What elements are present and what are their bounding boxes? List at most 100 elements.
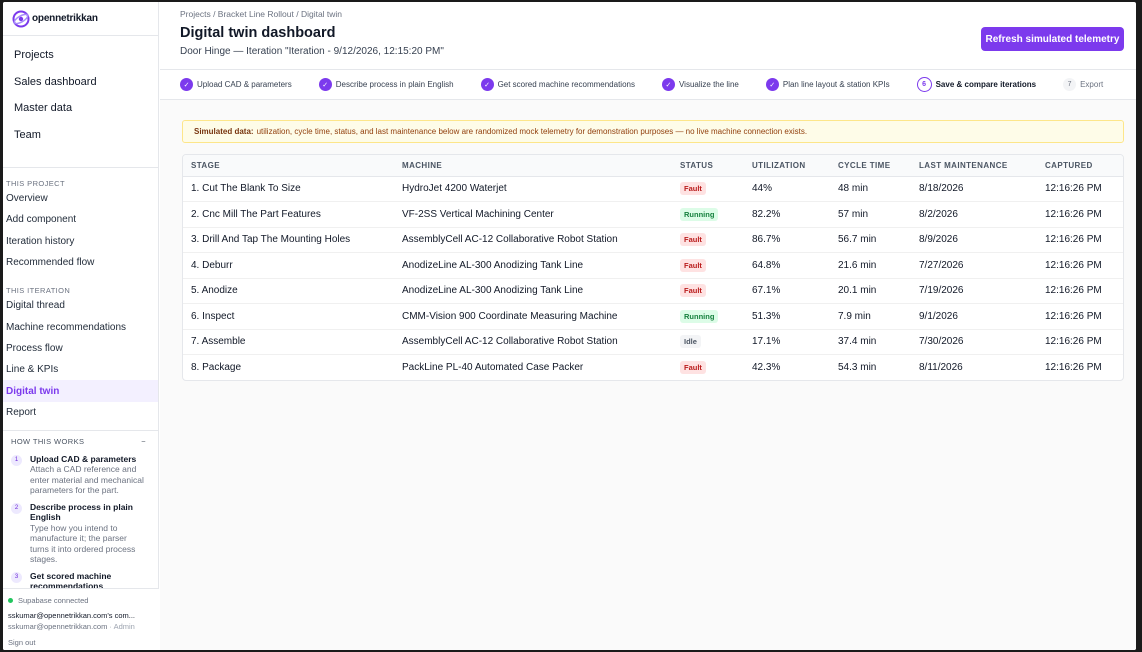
table-row: 4. Deburr AnodizeLine AL-300 Anodizing Ta… [183, 252, 1123, 279]
cell-machine: AnodizeLine AL-300 Anodizing Tank Line [394, 278, 672, 304]
workflow-step[interactable]: ✓ Visualize the line [661, 78, 739, 91]
breadcrumb[interactable]: Projects / Bracket Line Rollout / Digita… [180, 9, 343, 19]
status-badge: Fault [680, 258, 706, 272]
table-row: 5. Anodize AnodizeLine AL-300 Anodizing T… [183, 278, 1123, 304]
step-number-badge: 6 [916, 77, 932, 92]
sidebar-item-iteration-history[interactable]: Iteration history [6, 235, 75, 247]
table-row: 3. Drill And Tap The Mounting Holes Assem… [183, 227, 1123, 253]
workflow-step[interactable]: ✓ Get scored machine recommendations [480, 78, 635, 91]
account-footer: Supabase connected sskumar@opennetrikkan… [3, 588, 159, 650]
nav-team[interactable]: Team [14, 128, 41, 141]
cell-status: Fault [672, 355, 744, 381]
telemetry-table: STAGE MACHINE STATUS UTILIZATION CYCLE T… [182, 154, 1124, 381]
cell-cycle-time: 21.6 min [830, 252, 911, 279]
how-this-works-title: HOW THIS WORKS [11, 436, 85, 446]
page-header: Projects / Bracket Line Rollout / Digita… [160, 2, 1136, 69]
nav-projects[interactable]: Projects [14, 49, 54, 62]
user-email: sskumar@opennetrikkan.com [8, 622, 108, 631]
cell-captured: 12:16:26 PM [1045, 362, 1102, 373]
logo[interactable]: opennetrikkan [3, 2, 158, 36]
cell-captured: 12:16:26 PM [1037, 278, 1123, 304]
status-badge: Running [680, 207, 719, 221]
refresh-telemetry-button[interactable]: Refresh simulated telemetry [981, 27, 1124, 51]
column-header-stage[interactable]: STAGE [183, 155, 394, 177]
sidebar-item-process-flow[interactable]: Process flow [6, 342, 63, 354]
sidebar-item-digital-thread[interactable]: Digital thread [6, 300, 65, 312]
cell-cycle-time: 54.3 min [838, 362, 877, 373]
cell-stage: 1. Cut The Blank To Size [183, 176, 394, 202]
workflow-step[interactable]: ✓ Upload CAD & parameters [180, 78, 292, 91]
column-header-cycle-time[interactable]: CYCLE TIME [830, 155, 911, 177]
workflow-stepper: ✓ Upload CAD & parameters ✓ Describe proces… [160, 69, 1136, 100]
step-number-badge: 1 [11, 454, 22, 466]
sidebar-item-recommended-flow[interactable]: Recommended flow [6, 257, 95, 269]
cell-cycle-time: 7.9 min [830, 303, 911, 330]
brand-name: opennetrikkan [32, 13, 98, 24]
status-badge: Running [680, 309, 719, 323]
workflow-step-label: Upload CAD & parameters [197, 80, 292, 89]
cell-machine: VF-2SS Vertical Machining Center [394, 201, 672, 228]
cell-last-maintenance: 8/2/2026 [911, 201, 1037, 228]
sidebar-item-line-kpis[interactable]: Line & KPIs [6, 364, 59, 376]
cell-status: Idle [672, 329, 744, 355]
cell-last-maintenance: 8/9/2026 [911, 227, 1037, 253]
workflow-step[interactable]: 6 Save & compare iterations [916, 77, 1036, 92]
cell-utilization: 44% [744, 176, 830, 202]
column-header-status[interactable]: STATUS [672, 155, 744, 177]
how-step-title: Upload CAD & parameters [30, 453, 137, 464]
sidebar-item-digital-twin[interactable]: Digital twin [3, 380, 158, 402]
cell-captured: 12:16:26 PM [1037, 176, 1123, 202]
nav-master-data[interactable]: Master data [14, 102, 73, 115]
cell-cycle-time: 48 min [830, 176, 911, 202]
table-body: 1. Cut The Blank To Size HydroJet 4200 Wa… [183, 176, 1123, 380]
sign-out-link[interactable]: Sign out [8, 638, 36, 647]
cell-utilization: 64.8% [744, 252, 830, 279]
how-step: 2 Describe process in plain English Type… [11, 502, 158, 565]
page-title: Digital twin dashboard [180, 25, 336, 41]
sidebar-item-add-component[interactable]: Add component [6, 214, 77, 226]
sidebar-item-report[interactable]: Report [6, 406, 37, 418]
table-row: 8. Package PackLine PL-40 Automated Case … [183, 355, 1123, 381]
workflow-step-label: Describe process in plain English [335, 80, 454, 89]
table-row: 7. Assemble AssemblyCell AC-12 Collaborat… [183, 329, 1123, 355]
org-name[interactable]: sskumar@opennetrikkan.com's com... [8, 611, 136, 620]
sidebar-item-overview[interactable]: Overview [6, 193, 48, 205]
how-step: 3 Get scored machine recommendations [11, 571, 158, 592]
column-header-last-maintenance[interactable]: LAST MAINTENANCE [911, 155, 1037, 177]
collapse-icon[interactable]: − [141, 436, 146, 446]
workflow-step-label: Plan line layout & station KPIs [782, 80, 890, 89]
cell-last-maintenance: 8/11/2026 [919, 362, 963, 373]
step-number-badge: 2 [11, 502, 22, 514]
cell-captured: 12:16:26 PM [1037, 252, 1123, 279]
cell-status: Fault [672, 227, 744, 253]
banner-text: utilization, cycle time, status, and las… [256, 127, 808, 136]
check-icon: ✓ [661, 78, 675, 91]
dashboard-content: Simulated data: utilization, cycle time,… [160, 100, 1136, 650]
cell-status: Fault [672, 278, 744, 304]
how-this-works-panel: HOW THIS WORKS − 1 Upload CAD & paramete… [3, 429, 158, 598]
how-this-works-header[interactable]: HOW THIS WORKS − [11, 437, 158, 446]
cell-status: Fault [672, 252, 744, 279]
cell-last-maintenance: 7/19/2026 [911, 278, 1037, 304]
app-window: opennetrikkan Projects Sales dashboard M… [3, 2, 1136, 650]
cell-utilization: 82.2% [744, 201, 830, 228]
workflow-step-label: Get scored machine recommendations [497, 80, 635, 89]
cell-utilization: 51.3% [744, 303, 830, 330]
table-header-row: STAGE MACHINE STATUS UTILIZATION CYCLE T… [183, 155, 1123, 177]
cell-last-maintenance: 7/27/2026 [911, 252, 1037, 279]
workflow-step[interactable]: ✓ Plan line layout & station KPIs [765, 78, 890, 91]
step-number-badge: 7 [1063, 78, 1077, 91]
how-step-description: Attach a CAD reference and enter materia… [30, 464, 144, 496]
user-role: · Admin [109, 622, 135, 631]
cell-cycle-time: 56.7 min [830, 227, 911, 253]
sidebar-item-machine-recommendations[interactable]: Machine recommendations [6, 321, 127, 333]
cell-captured: 12:16:26 PM [1037, 227, 1123, 253]
workflow-step-label: Export [1080, 80, 1104, 89]
workflow-step[interactable]: ✓ Describe process in plain English [318, 78, 454, 91]
column-header-utilization[interactable]: UTILIZATION [744, 155, 830, 177]
column-header-captured[interactable]: CAPTURED [1037, 155, 1123, 177]
workflow-step[interactable]: 7 Export [1063, 78, 1103, 91]
nav-sales-dashboard[interactable]: Sales dashboard [14, 75, 97, 88]
column-header-machine[interactable]: MACHINE [394, 155, 672, 177]
how-step-description: Type how you intend to manufacture it; t… [30, 522, 136, 565]
